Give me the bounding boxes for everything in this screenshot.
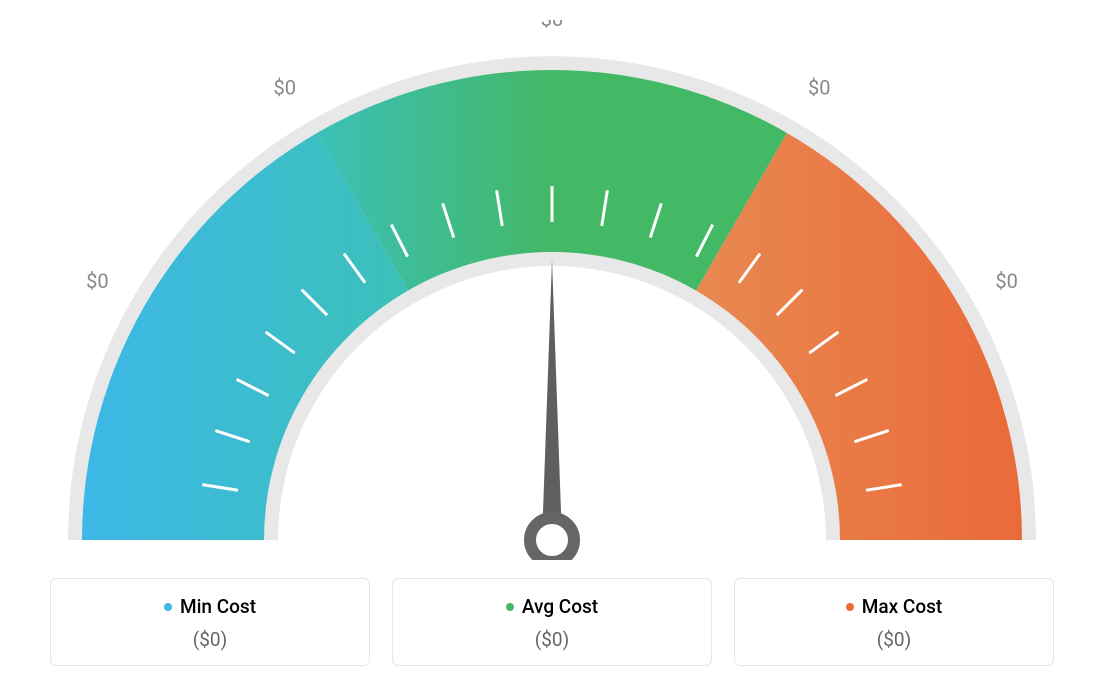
legend-card-min: Min Cost ($0)	[50, 578, 370, 666]
legend-label: Max Cost	[862, 595, 942, 618]
legend-value-avg: ($0)	[393, 628, 711, 651]
gauge-chart: $0$0$0$0$0$0$0	[42, 20, 1062, 560]
legend-row: Min Cost ($0) Avg Cost ($0) Max Cost ($0…	[50, 578, 1054, 666]
gauge-needle	[542, 260, 562, 540]
legend-label: Avg Cost	[522, 595, 598, 618]
legend-title-min: Min Cost	[164, 595, 256, 618]
gauge-needle-hub	[530, 518, 574, 560]
gauge-tick-label: $0	[541, 20, 563, 31]
gauge-tick-label: $0	[274, 76, 296, 100]
gauge-tick-label: $0	[808, 76, 830, 100]
gauge-tick-label: $0	[86, 269, 108, 293]
legend-label: Min Cost	[180, 595, 256, 618]
dot-icon	[846, 603, 854, 611]
legend-title-max: Max Cost	[846, 595, 942, 618]
dot-icon	[164, 603, 172, 611]
gauge-tick-label: $0	[995, 269, 1017, 293]
legend-card-avg: Avg Cost ($0)	[392, 578, 712, 666]
legend-title-avg: Avg Cost	[506, 595, 598, 618]
legend-value-max: ($0)	[735, 628, 1053, 651]
dot-icon	[506, 603, 514, 611]
legend-card-max: Max Cost ($0)	[734, 578, 1054, 666]
legend-value-min: ($0)	[51, 628, 369, 651]
gauge-svg: $0$0$0$0$0$0$0	[42, 20, 1062, 560]
